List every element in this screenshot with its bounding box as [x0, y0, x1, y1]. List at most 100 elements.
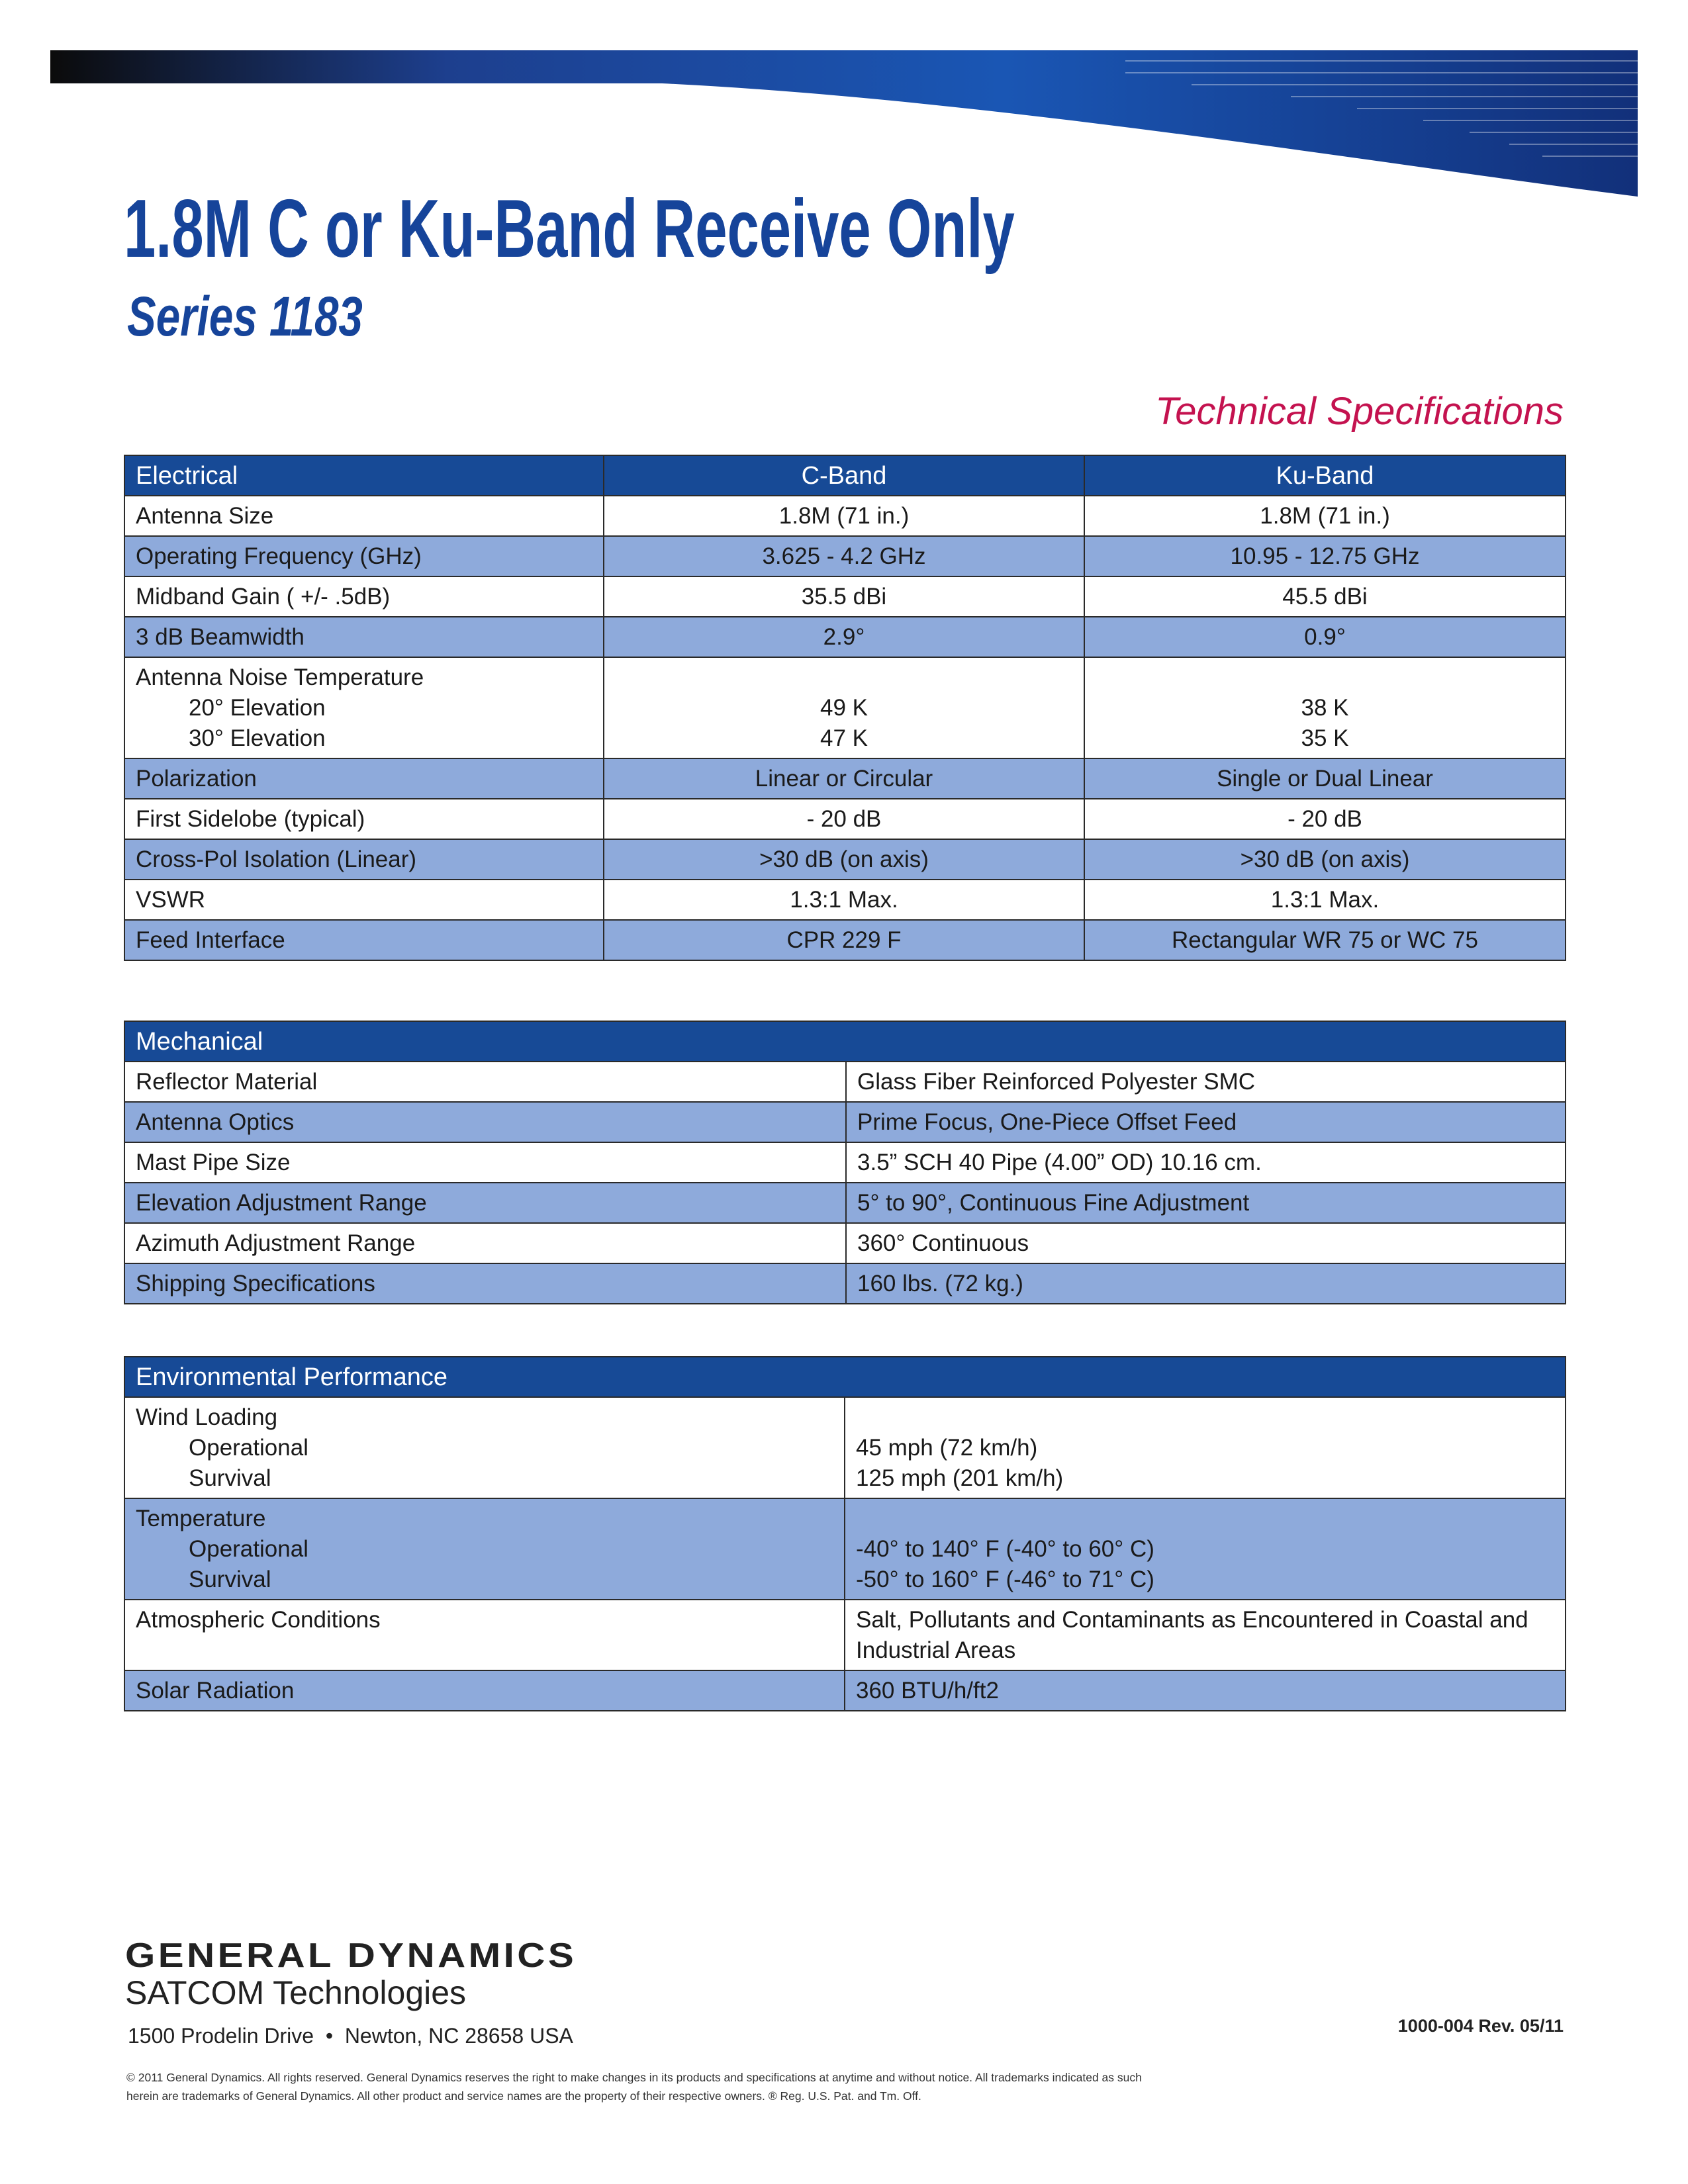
label-text: Shipping Specifications [136, 1271, 375, 1297]
title: 1.8M C or Ku-Band Receive Only [124, 183, 1015, 275]
section-heading: Environmental Performance [124, 1356, 1566, 1398]
value-cell: Prime Focus, One-Piece Offset Feed [845, 1101, 1566, 1143]
value-cell: Single or Dual Linear [1084, 758, 1566, 799]
value-cell: 45 mph (72 km/h) 125 mph (201 km/h) [844, 1396, 1566, 1499]
sub-label: 30° Elevation [189, 725, 326, 751]
table-row: Atmospheric Conditions Salt, Pollutants a… [124, 1599, 1566, 1671]
value-cell: >30 dB (on axis) [1084, 839, 1566, 880]
column-header: Ku-Band [1084, 455, 1566, 496]
row-label: Temperature Operational Survival [124, 1498, 845, 1600]
address: 1500 Prodelin Drive • Newton, NC 28658 U… [128, 2024, 573, 2048]
spacer [856, 1402, 1554, 1433]
table-row: Solar Radiation 360 BTU/h/ft2 [124, 1670, 1566, 1711]
row-label: Wind Loading Operational Survival [124, 1396, 845, 1499]
row-label: Antenna Size [124, 495, 604, 537]
sub-label: Operational [189, 1435, 308, 1461]
table-row: VSWR 1.3:1 Max. 1.3:1 Max. [124, 879, 1566, 921]
label-text: VSWR [136, 887, 205, 913]
label-text: Solar Radiation [136, 1678, 295, 1704]
table-row: Operating Frequency (GHz) 3.625 - 4.2 GHz… [124, 535, 1566, 577]
table-row: Polarization Linear or Circular Single or … [124, 758, 1566, 799]
value-cell: - 20 dB [1084, 798, 1566, 840]
value-cell: 3.5” SCH 40 Pipe (4.00” OD) 10.16 cm. [845, 1142, 1566, 1183]
column-header: C-Band [603, 455, 1085, 496]
value-cell: 10.95 - 12.75 GHz [1084, 535, 1566, 577]
value-cell: 3.625 - 4.2 GHz [603, 535, 1085, 577]
value-text: 125 mph (201 km/h) [856, 1465, 1064, 1491]
value-text: Glass Fiber Reinforced Polyester SMC [857, 1069, 1256, 1095]
value-cell: 360 BTU/h/ft2 [844, 1670, 1566, 1711]
value-cell: -40° to 140° F (-40° to 60° C) -50° to 16… [844, 1498, 1566, 1600]
value-text: 35 K [1301, 725, 1349, 751]
legal-notice: © 2011 General Dynamics. All rights rese… [126, 2071, 1142, 2103]
label-text: 3 dB Beamwidth [136, 624, 305, 650]
table-row: Antenna Size 1.8M (71 in.) 1.8M (71 in.) [124, 495, 1566, 537]
value-text: 47 K [820, 725, 868, 751]
label-text: Wind Loading [136, 1404, 278, 1430]
table-row: Shipping Specifications 160 lbs. (72 kg.) [124, 1263, 1566, 1304]
row-label: Atmospheric Conditions [124, 1599, 845, 1671]
section-label: Technical Specifications [1155, 390, 1564, 433]
value-cell: 45.5 dBi [1084, 576, 1566, 617]
value-cell: 0.9° [1084, 616, 1566, 658]
row-label: Antenna Noise Temperature 20° Elevation 30… [124, 657, 604, 759]
label-text: Antenna Optics [136, 1109, 295, 1135]
value-text: Prime Focus, One-Piece Offset Feed [857, 1109, 1237, 1135]
value-cell: 1.8M (71 in.) [1084, 495, 1566, 537]
value-text: -40° to 140° F (-40° to 60° C) [856, 1536, 1154, 1562]
row-label: Antenna Optics [124, 1101, 847, 1143]
row-label: Solar Radiation [124, 1670, 845, 1711]
row-label: Midband Gain ( +/- .5dB) [124, 576, 604, 617]
banner-lines [1125, 60, 1638, 157]
value-cell: Linear or Circular [603, 758, 1085, 799]
subtitle: Series 1183 [127, 285, 363, 347]
table-row: Cross-Pol Isolation (Linear) >30 dB (on a… [124, 839, 1566, 880]
value-cell: 49 K 47 K [603, 657, 1085, 759]
column-header: Electrical [124, 455, 604, 496]
document-number: 1000-004 Rev. 05/11 [1397, 2016, 1564, 2036]
value-cell: 1.3:1 Max. [1084, 879, 1566, 921]
header-row: Electrical C-Band Ku-Band [124, 455, 1566, 496]
table-row: Azimuth Adjustment Range 360° Continuous [124, 1222, 1566, 1264]
row-label: 3 dB Beamwidth [124, 616, 604, 658]
header-banner [50, 50, 1638, 197]
label-text: First Sidelobe (typical) [136, 806, 365, 832]
label-text: Atmospheric Conditions [136, 1607, 381, 1633]
label-text: Operating Frequency (GHz) [136, 543, 422, 569]
label-text: Midband Gain ( +/- .5dB) [136, 584, 391, 610]
row-label: Mast Pipe Size [124, 1142, 847, 1183]
value-cell: 35.5 dBi [603, 576, 1085, 617]
sub-label: Survival [189, 1465, 271, 1491]
table-row: Elevation Adjustment Range 5° to 90°, Con… [124, 1182, 1566, 1224]
header-row: Environmental Performance [124, 1356, 1566, 1398]
label-text: Mast Pipe Size [136, 1150, 291, 1175]
sub-label: Operational [189, 1536, 308, 1562]
value-text: 360 BTU/h/ft2 [856, 1678, 999, 1704]
value-text: 160 lbs. (72 kg.) [857, 1271, 1023, 1297]
table-row: First Sidelobe (typical) - 20 dB - 20 dB [124, 798, 1566, 840]
label-text: Temperature [136, 1506, 266, 1531]
value-cell: Glass Fiber Reinforced Polyester SMC [845, 1061, 1566, 1103]
row-label: Shipping Specifications [124, 1263, 847, 1304]
value-cell: 1.8M (71 in.) [603, 495, 1085, 537]
value-cell: 160 lbs. (72 kg.) [845, 1263, 1566, 1304]
environmental-table: Environmental Performance Wind Loading Ope… [124, 1356, 1566, 1711]
value-cell: 1.3:1 Max. [603, 879, 1085, 921]
row-label: First Sidelobe (typical) [124, 798, 604, 840]
value-text: -50° to 160° F (-46° to 71° C) [856, 1567, 1154, 1592]
spacer [615, 662, 1073, 693]
row-label: Feed Interface [124, 919, 604, 961]
row-label: Azimuth Adjustment Range [124, 1222, 847, 1264]
spacer [1096, 662, 1554, 693]
value-cell: CPR 229 F [603, 919, 1085, 961]
table-row: Antenna Optics Prime Focus, One-Piece Off… [124, 1101, 1566, 1143]
row-label: Operating Frequency (GHz) [124, 535, 604, 577]
value-text: 45 mph (72 km/h) [856, 1435, 1038, 1461]
table-row: Feed Interface CPR 229 F Rectangular WR 75… [124, 919, 1566, 961]
division-name: SATCOM Technologies [125, 1974, 467, 2011]
row-label: Cross-Pol Isolation (Linear) [124, 839, 604, 880]
row-label: Polarization [124, 758, 604, 799]
value-cell: Rectangular WR 75 or WC 75 [1084, 919, 1566, 961]
